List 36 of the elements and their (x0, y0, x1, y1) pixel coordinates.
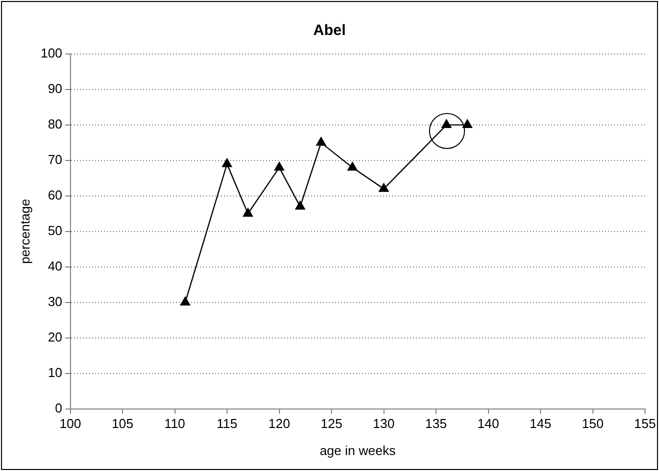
x-tick-label: 150 (582, 416, 604, 432)
x-axis-title: age in weeks (320, 442, 396, 458)
y-tick-label: 70 (48, 152, 62, 168)
chart-title: Abel (313, 22, 346, 40)
y-tick-label: 30 (48, 294, 62, 309)
x-tick-label: 155 (634, 416, 656, 432)
x-tick-label: 135 (425, 416, 447, 432)
x-tick-label: 105 (112, 416, 134, 432)
x-tick-label: 100 (59, 416, 82, 432)
y-tick-label: 20 (48, 329, 62, 344)
x-tick-label: 140 (477, 416, 500, 432)
x-tick-label: 120 (268, 416, 290, 432)
x-tick-label: 145 (530, 416, 552, 432)
y-tick-label: 60 (48, 188, 62, 202)
y-tick-label: 10 (48, 364, 62, 380)
y-tick-label: 40 (48, 258, 62, 274)
point (243, 208, 253, 217)
y-tick-label: 100 (40, 46, 62, 61)
point (378, 183, 389, 192)
x-tick-label: 115 (216, 416, 238, 432)
point (442, 119, 452, 128)
y-tick-label: 50 (48, 222, 62, 238)
point (347, 162, 358, 171)
point (180, 296, 190, 306)
y-tick-label: 80 (48, 116, 62, 132)
y-tick-label: 90 (48, 81, 62, 96)
point (222, 158, 232, 168)
y-axis-title: percentage (17, 198, 32, 264)
point (316, 137, 326, 146)
point (274, 162, 284, 171)
x-tick-label: 125 (320, 416, 342, 432)
x-tick-label: 130 (372, 416, 395, 432)
point (462, 119, 472, 128)
y-tick-label: 0 (55, 400, 62, 416)
point (295, 200, 306, 210)
x-tick-label: 110 (164, 416, 186, 432)
